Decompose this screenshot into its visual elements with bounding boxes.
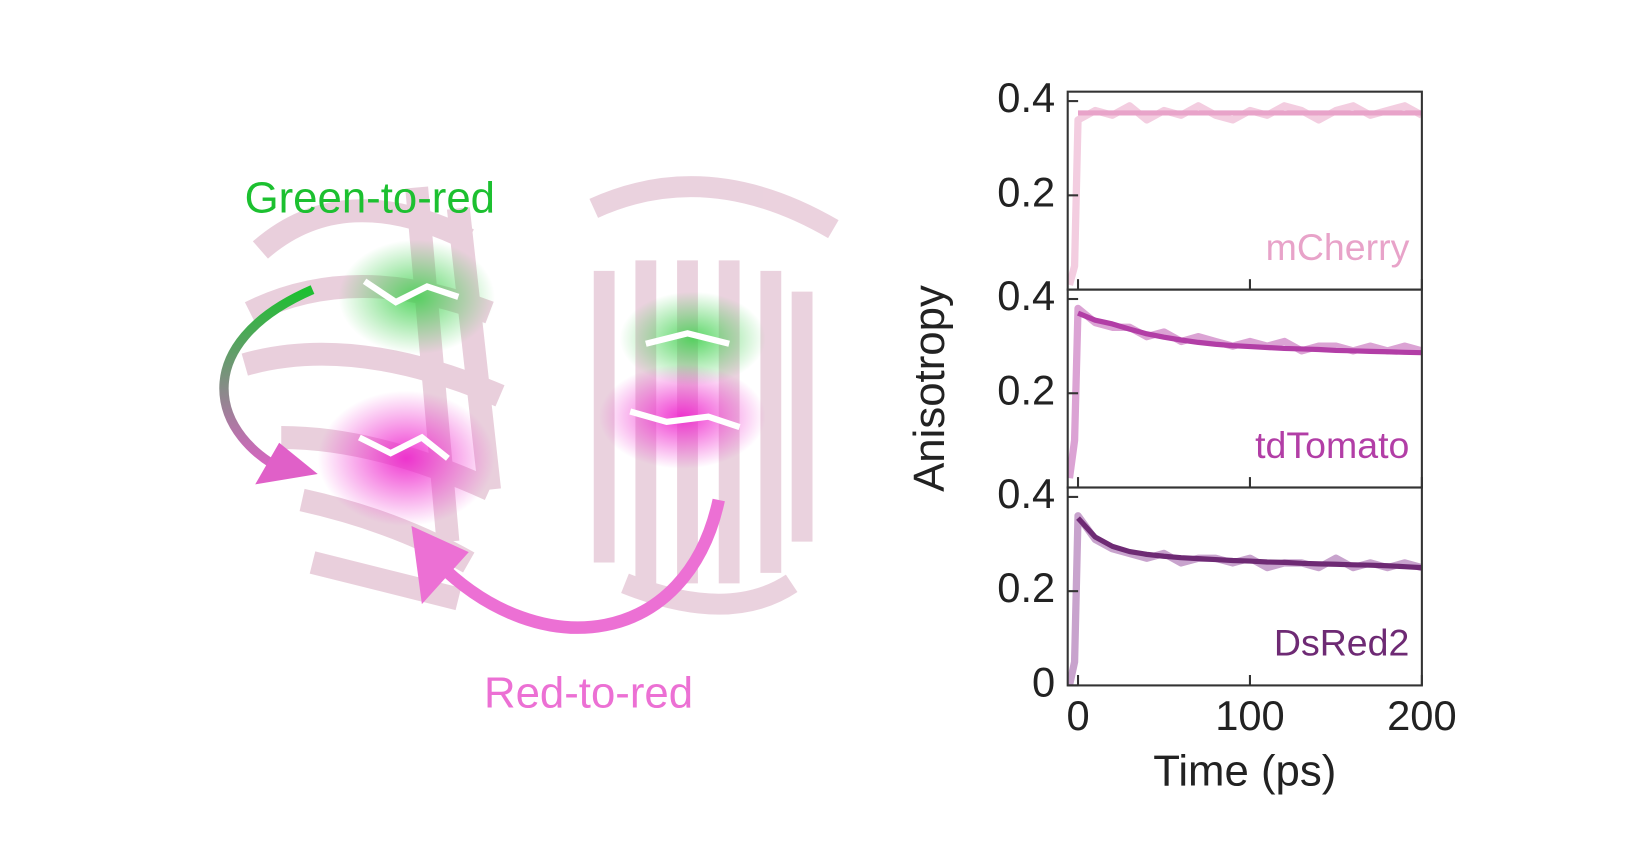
y-tick-label: 0.2 (997, 366, 1055, 413)
y-tick-label: 0.4 (997, 470, 1055, 517)
annotation: Green-to-red (245, 174, 495, 223)
panel-label: mCherry (1266, 226, 1410, 268)
y-tick-label: 0 (1032, 658, 1055, 705)
green-glow (619, 291, 766, 386)
axes-box (1066, 486, 1423, 687)
arrow-red-to-red (433, 498, 725, 634)
chromophores (357, 278, 741, 461)
magenta-glow (317, 390, 495, 527)
fit-line (1076, 516, 1422, 571)
fit-line (1077, 310, 1422, 356)
protein-left (241, 186, 505, 611)
y-tick-label: 0.4 (997, 74, 1055, 121)
y-tick-label: 0.2 (997, 564, 1055, 611)
arrowhead (255, 442, 318, 485)
x-tick-label: 100 (1215, 692, 1285, 739)
y-tick-label: 0.4 (997, 272, 1055, 319)
protein-illustration (219, 176, 839, 634)
annotation: Red-to-red (484, 668, 693, 717)
green-glow (338, 239, 495, 355)
arrow-green-to-red (219, 285, 315, 479)
x-axis-label: Time (ps) (1153, 747, 1336, 796)
y-axis-label: Anisotropy (905, 285, 954, 492)
arrowhead (411, 526, 469, 605)
magenta-glow (598, 364, 766, 469)
x-tick-label: 200 (1387, 692, 1457, 739)
y-tick-label: 0.2 (997, 168, 1055, 215)
x-tick-label: 0 (1066, 692, 1089, 739)
panel-label: tdTomato (1255, 424, 1409, 466)
panel-label: DsRed2 (1274, 622, 1409, 664)
